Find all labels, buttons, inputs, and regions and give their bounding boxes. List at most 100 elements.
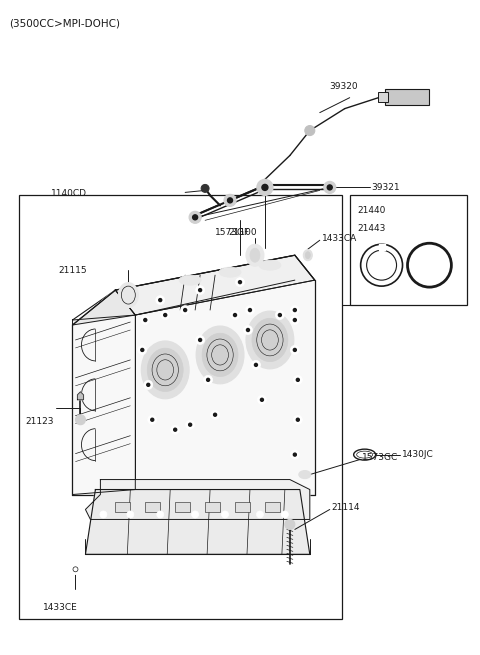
Circle shape [75, 415, 85, 424]
Circle shape [293, 318, 296, 322]
Circle shape [293, 415, 302, 424]
Text: 1573GF: 1573GF [215, 228, 250, 236]
Circle shape [157, 511, 164, 518]
Circle shape [199, 289, 202, 291]
Circle shape [233, 314, 237, 316]
Circle shape [100, 511, 107, 518]
Circle shape [189, 423, 192, 426]
Bar [378, 92, 387, 102]
Text: 21114: 21114 [332, 503, 360, 512]
Circle shape [138, 345, 147, 354]
Ellipse shape [299, 470, 311, 479]
Circle shape [254, 364, 257, 366]
Ellipse shape [259, 260, 281, 270]
Circle shape [144, 381, 153, 389]
Circle shape [247, 329, 250, 331]
Circle shape [171, 425, 180, 434]
Ellipse shape [250, 248, 260, 262]
Circle shape [214, 413, 216, 416]
Circle shape [196, 335, 204, 345]
Circle shape [256, 511, 264, 518]
Ellipse shape [147, 348, 183, 392]
Circle shape [224, 195, 236, 206]
Circle shape [249, 309, 252, 312]
Ellipse shape [179, 275, 201, 285]
Ellipse shape [305, 252, 310, 259]
Circle shape [239, 280, 241, 284]
Circle shape [186, 421, 194, 429]
Circle shape [184, 309, 187, 312]
Text: 39320: 39320 [330, 82, 359, 91]
Circle shape [71, 565, 81, 574]
Circle shape [199, 339, 202, 341]
Text: 39321: 39321 [372, 183, 400, 192]
Bar [265, 502, 280, 512]
Circle shape [148, 415, 157, 424]
Circle shape [141, 316, 150, 324]
Polygon shape [72, 290, 135, 325]
Circle shape [257, 396, 266, 404]
Circle shape [293, 375, 302, 384]
Circle shape [192, 215, 198, 220]
Text: 21440: 21440 [358, 206, 386, 215]
Circle shape [144, 318, 147, 322]
Circle shape [141, 348, 144, 352]
Circle shape [296, 419, 300, 421]
Ellipse shape [219, 267, 241, 277]
Text: 1573GC: 1573GC [361, 453, 398, 462]
Polygon shape [77, 392, 84, 400]
Ellipse shape [411, 247, 447, 283]
Circle shape [262, 185, 268, 191]
Text: 1430JC: 1430JC [402, 450, 433, 459]
Circle shape [276, 310, 284, 320]
Ellipse shape [246, 244, 264, 266]
Text: (3500CC>MPI-DOHC): (3500CC>MPI-DOHC) [9, 19, 120, 29]
Circle shape [290, 306, 300, 314]
Circle shape [180, 306, 190, 314]
Text: 1433CE: 1433CE [43, 603, 77, 612]
Ellipse shape [202, 333, 238, 377]
Circle shape [161, 310, 170, 320]
Ellipse shape [252, 318, 288, 362]
Circle shape [243, 326, 252, 335]
Ellipse shape [141, 341, 189, 399]
Text: 21115: 21115 [59, 266, 87, 274]
Bar [384, 88, 430, 105]
Circle shape [293, 309, 296, 312]
Ellipse shape [119, 282, 138, 308]
Ellipse shape [303, 250, 312, 261]
Circle shape [228, 198, 232, 203]
Polygon shape [85, 479, 310, 519]
Circle shape [281, 511, 288, 518]
Polygon shape [115, 255, 315, 315]
Circle shape [204, 375, 213, 384]
Circle shape [261, 398, 264, 402]
Bar [115, 502, 130, 512]
Text: 1433CA: 1433CA [322, 234, 357, 243]
Circle shape [327, 185, 332, 190]
Circle shape [293, 348, 296, 352]
Ellipse shape [246, 311, 294, 369]
Circle shape [324, 181, 336, 193]
Circle shape [192, 511, 199, 518]
Text: 21443: 21443 [358, 224, 386, 233]
Bar [145, 502, 160, 512]
Circle shape [174, 428, 177, 431]
Circle shape [290, 316, 300, 324]
Circle shape [201, 185, 209, 193]
Bar [205, 502, 220, 512]
Circle shape [159, 299, 162, 301]
Text: 21100: 21100 [228, 228, 257, 236]
Circle shape [257, 179, 273, 195]
Polygon shape [85, 489, 310, 554]
Circle shape [127, 511, 134, 518]
Circle shape [164, 314, 167, 316]
Circle shape [293, 453, 296, 456]
Circle shape [151, 419, 154, 421]
Polygon shape [72, 255, 315, 495]
Bar [19, 195, 342, 619]
Bar [235, 502, 250, 512]
Text: 21123: 21123 [25, 417, 54, 426]
Circle shape [278, 314, 281, 316]
Bar [350, 195, 468, 305]
